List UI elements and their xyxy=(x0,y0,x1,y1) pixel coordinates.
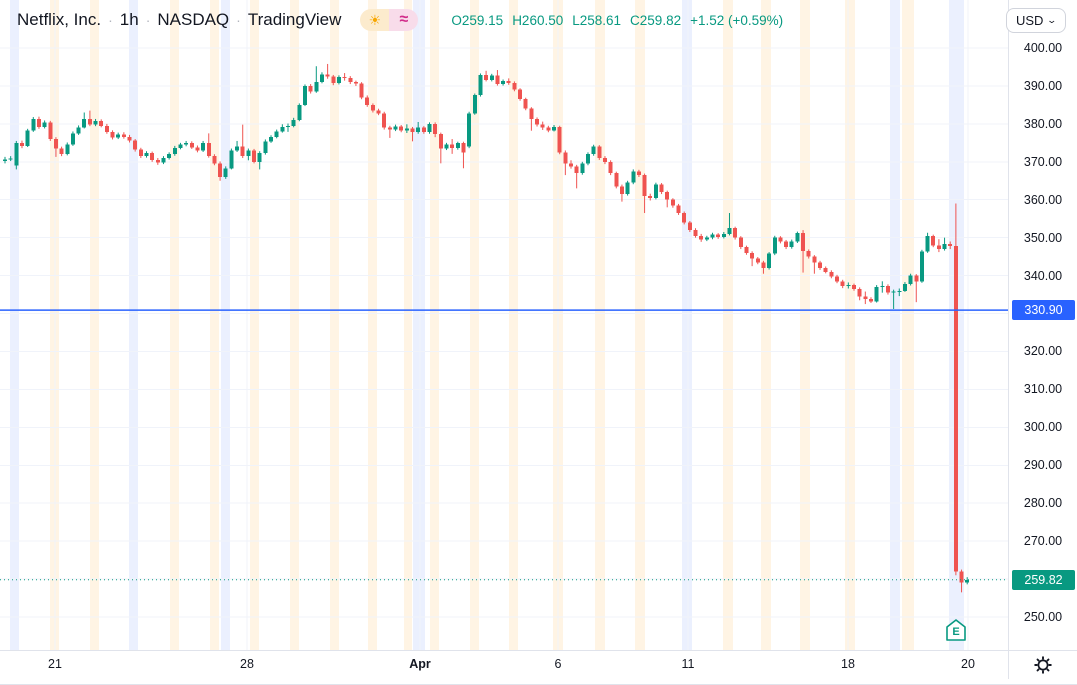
currency-label: USD xyxy=(1016,13,1044,28)
candlestick-chart[interactable]: E xyxy=(0,0,1008,650)
price-axis-label: 270.00 xyxy=(1023,534,1063,549)
exchange-label[interactable]: NASDAQ xyxy=(157,10,230,29)
price-axis-label: 300.00 xyxy=(1023,420,1063,435)
low-value: L258.61 xyxy=(572,12,622,28)
separator-dot: · xyxy=(236,12,241,28)
price-axis-label: 370.00 xyxy=(1023,154,1063,169)
chart-legend: Netflix, Inc. · 1h · NASDAQ · TradingVie… xyxy=(17,7,783,33)
time-axis-label: 6 xyxy=(554,657,562,671)
symbol-title[interactable]: Netflix, Inc. xyxy=(17,10,102,29)
price-axis-label: 280.00 xyxy=(1023,496,1063,511)
price-axis-label: 390.00 xyxy=(1023,78,1063,93)
price-axis-label: 310.00 xyxy=(1023,382,1063,397)
tradingview-logo-text[interactable]: TradingView xyxy=(247,10,342,29)
currency-dropdown[interactable]: USD ⌄ xyxy=(1006,8,1066,33)
time-axis[interactable]: 21 28 Apr 6 11 18 20 xyxy=(0,650,1008,679)
change-value: +1.52 (+0.59%) xyxy=(690,12,784,28)
time-axis-label: 18 xyxy=(841,657,855,671)
price-axis-label: 290.00 xyxy=(1023,458,1063,473)
time-axis-label: Apr xyxy=(409,657,431,671)
ohlc-values: O259.15 H260.50 L258.61 C259.82 +1.52 (+… xyxy=(451,13,783,28)
time-axis-label: 20 xyxy=(961,657,975,671)
price-axis-label: 360.00 xyxy=(1023,192,1063,207)
price-axis[interactable]: 330.90 259.82 400.00 390.00 380.00 370.00 36… xyxy=(1008,0,1077,650)
axis-settings-button[interactable] xyxy=(1008,650,1077,679)
earnings-icon[interactable]: E xyxy=(945,618,967,642)
interval-label[interactable]: 1h xyxy=(119,10,139,29)
chevron-down-icon: ⌄ xyxy=(1046,15,1058,25)
price-axis-label: 320.00 xyxy=(1023,344,1063,359)
approx-icon[interactable]: ≈ xyxy=(389,9,419,31)
price-axis-label: 340.00 xyxy=(1023,268,1063,283)
price-axis-label: 380.00 xyxy=(1023,116,1063,131)
current-price-badge: 259.82 xyxy=(1012,569,1075,590)
time-axis-label: 21 xyxy=(48,657,62,671)
gear-icon xyxy=(1034,656,1052,674)
open-value: O259.15 xyxy=(451,12,504,28)
close-value: C259.82 xyxy=(630,12,682,28)
status-chips: ☀ ≈ xyxy=(360,9,419,31)
separator-dot: · xyxy=(145,12,151,28)
time-axis-label: 28 xyxy=(240,657,254,671)
price-axis-label: 350.00 xyxy=(1023,230,1063,245)
sun-icon[interactable]: ☀ xyxy=(360,9,390,31)
time-axis-label: 11 xyxy=(681,657,695,671)
price-line-badge: 330.90 xyxy=(1012,300,1075,321)
svg-text:E: E xyxy=(952,626,959,638)
separator-dot: · xyxy=(108,12,113,28)
price-axis-label: 250.00 xyxy=(1023,609,1063,624)
price-axis-label: 400.00 xyxy=(1023,41,1063,56)
high-value: H260.50 xyxy=(512,12,564,28)
